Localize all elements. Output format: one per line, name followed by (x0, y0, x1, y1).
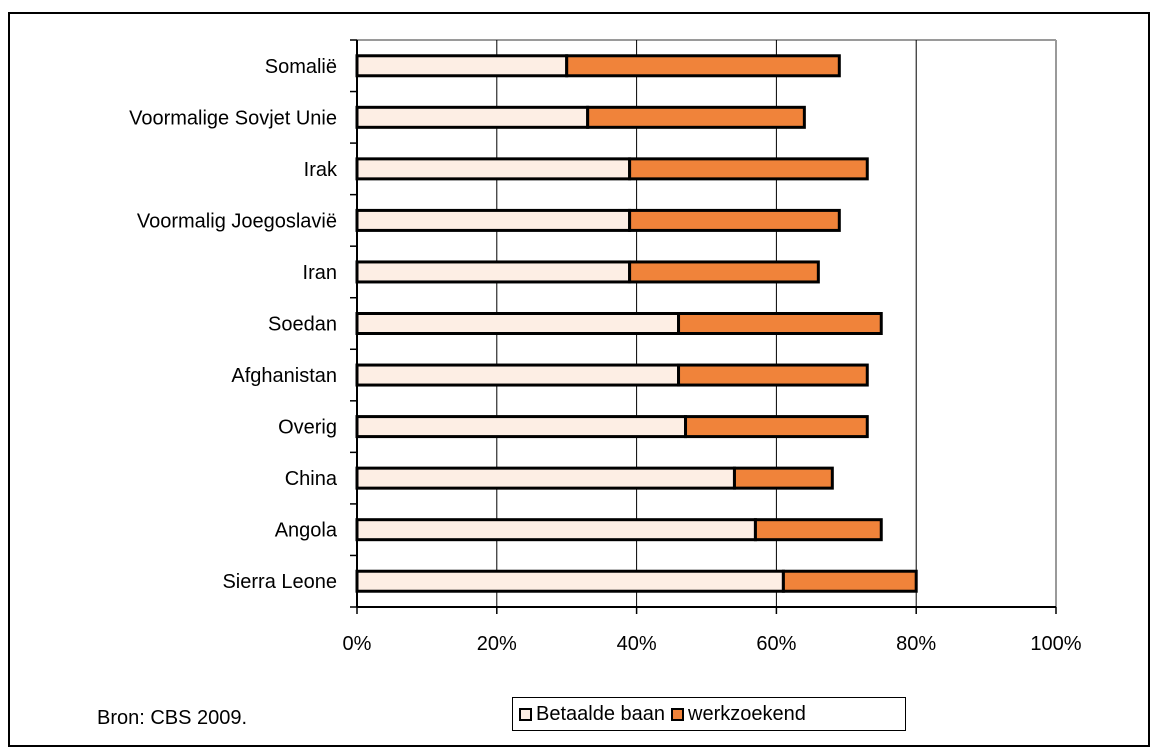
chart-frame (8, 12, 1150, 747)
legend-item-werkzoekend: werkzoekend (671, 703, 806, 726)
category-label: Overig (278, 417, 337, 439)
category-label: Iran (303, 262, 337, 284)
category-label: China (285, 468, 338, 490)
category-label: Voormalige Sovjet Unie (129, 107, 337, 129)
bar-werkzoekend-2 (628, 157, 869, 181)
x-tick-label: 20% (477, 633, 517, 655)
legend-swatch-betaalde-baan (519, 707, 532, 721)
legend-swatch-werkzoekend (671, 707, 685, 721)
bar-betaalde-baan-6 (355, 363, 681, 387)
category-label: Angola (275, 520, 338, 542)
legend-label-betaalde-baan: Betaalde baan (536, 702, 666, 725)
source-note: Bron: CBS 2009. (97, 707, 248, 729)
bar-werkzoekend-10 (781, 569, 918, 593)
x-tick-label: 40% (617, 633, 657, 655)
bar-werkzoekend-0 (565, 54, 841, 78)
category-label: Soedan (268, 314, 337, 336)
bar-werkzoekend-4 (628, 260, 820, 284)
bar-werkzoekend-7 (684, 415, 869, 439)
legend-item-betaalde-baan: Betaalde baan (519, 703, 665, 726)
category-label: Sierra Leone (222, 571, 337, 593)
category-label: Voormalig Joegoslavië (137, 210, 337, 232)
legend: Betaalde baan werkzoekend (512, 697, 906, 731)
bar-betaalde-baan-7 (355, 415, 688, 439)
bar-betaalde-baan-10 (355, 569, 785, 593)
bar-betaalde-baan-8 (355, 466, 736, 490)
bar-werkzoekend-8 (732, 466, 834, 490)
bar-betaalde-baan-1 (355, 105, 590, 129)
bar-betaalde-baan-2 (355, 157, 632, 181)
bar-werkzoekend-1 (586, 105, 806, 129)
bar-betaalde-baan-4 (355, 260, 632, 284)
bar-werkzoekend-9 (753, 518, 883, 542)
bar-werkzoekend-3 (628, 208, 841, 232)
category-label: Afghanistan (231, 365, 337, 387)
category-label: Somalië (265, 56, 337, 78)
category-label: Irak (304, 159, 338, 181)
x-tick-label: 80% (896, 633, 936, 655)
bar-betaalde-baan-5 (355, 312, 681, 335)
x-tick-label: 0% (343, 633, 372, 655)
bar-betaalde-baan-9 (355, 518, 757, 542)
bar-werkzoekend-5 (677, 312, 883, 335)
x-tick-label: 60% (756, 633, 796, 655)
bar-betaalde-baan-3 (355, 208, 632, 232)
legend-label-werkzoekend: werkzoekend (688, 702, 806, 725)
bar-werkzoekend-6 (677, 363, 869, 387)
x-tick-label: 100% (1030, 633, 1081, 655)
bar-betaalde-baan-0 (355, 54, 569, 78)
